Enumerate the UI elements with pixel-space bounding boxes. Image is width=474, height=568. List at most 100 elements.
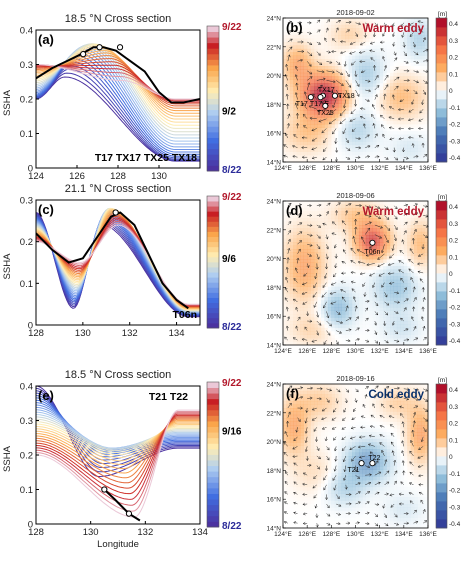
ssha-cell xyxy=(414,262,418,267)
ssha-cell xyxy=(307,24,311,29)
ssha-cell xyxy=(327,252,332,257)
arrow-head xyxy=(332,80,336,84)
ssha-cell xyxy=(334,338,339,342)
ssha-cell xyxy=(300,235,305,240)
ssha-cell xyxy=(289,293,294,298)
profile-line xyxy=(36,64,200,100)
ssha-cell xyxy=(338,127,342,132)
ssha-cell xyxy=(317,141,322,146)
ssha-cell xyxy=(355,341,360,346)
ssha-cell xyxy=(379,231,384,236)
station-marker xyxy=(331,92,339,99)
ssha-cell xyxy=(403,131,408,135)
ssha-cell xyxy=(345,201,349,205)
arrow-head xyxy=(407,118,411,122)
ssha-cell xyxy=(386,114,391,118)
ssha-cell xyxy=(400,297,405,301)
ssha-cell xyxy=(296,279,301,284)
ssha-cell xyxy=(293,273,298,277)
ssha-cell xyxy=(338,148,342,153)
arrow-head xyxy=(374,332,378,336)
ssha-cell xyxy=(348,235,353,240)
ssha-cell xyxy=(293,327,298,332)
ssha-cell xyxy=(396,214,401,219)
station-label: T17 xyxy=(296,101,308,108)
arrow-head xyxy=(367,79,371,83)
ssha-cell xyxy=(317,286,322,291)
ssha-cell xyxy=(396,269,401,274)
velocity-arrow xyxy=(312,292,318,298)
ssha-cell xyxy=(303,214,308,219)
ssha-cell xyxy=(286,35,291,39)
ssha-cell xyxy=(393,72,398,77)
ssha-cell xyxy=(386,201,391,205)
ssha-cell xyxy=(303,341,308,346)
ssha-cell xyxy=(383,55,387,60)
arrow-head xyxy=(375,340,379,344)
ssha-cell xyxy=(289,397,294,402)
ssha-cell xyxy=(407,214,412,219)
ssha-cell xyxy=(376,324,380,329)
ssha-cell xyxy=(293,83,298,87)
ssha-cell xyxy=(320,134,325,139)
ssha-cell xyxy=(317,100,322,105)
ssha-cell xyxy=(424,83,429,87)
ssha-cell xyxy=(355,262,360,267)
ssha-cell xyxy=(393,114,398,118)
ssha-cell xyxy=(286,204,291,209)
ssha-cell xyxy=(341,48,346,53)
ssha-cell xyxy=(324,28,329,33)
ssha-cell xyxy=(289,76,294,81)
ssha-cell xyxy=(345,338,349,342)
arrow-head xyxy=(301,146,304,150)
colorbar-cell xyxy=(207,415,219,422)
ssha-cell xyxy=(289,514,294,519)
arrow-head xyxy=(320,100,324,104)
ssha-cell xyxy=(300,334,305,339)
ssha-cell xyxy=(396,131,401,135)
ssha-cell xyxy=(331,55,336,60)
ssha-cell xyxy=(293,59,298,63)
ssha-cell xyxy=(314,293,318,298)
ssha-cell xyxy=(407,266,412,270)
ssha-cell xyxy=(355,158,360,163)
ssha-cell xyxy=(424,276,429,281)
ssha-cell xyxy=(317,221,322,226)
ssha-cell xyxy=(293,151,298,156)
ssha-cell xyxy=(296,76,301,81)
lon-tick-label: 124°E xyxy=(274,164,292,172)
ssha-cell xyxy=(296,131,301,135)
ssha-cell xyxy=(352,321,356,325)
arrow-head xyxy=(392,149,396,153)
ssha-cell xyxy=(376,242,380,246)
ssha-cell xyxy=(393,303,398,308)
ssha-cell xyxy=(352,79,356,84)
arrow-head xyxy=(418,118,422,122)
ssha-cell xyxy=(396,107,401,111)
velocity-arrow xyxy=(307,234,313,236)
ssha-cell xyxy=(345,76,349,81)
velocity-arrow xyxy=(316,51,321,56)
ssha-cell xyxy=(314,214,318,219)
arrow-head xyxy=(361,236,364,240)
ssha-cell xyxy=(283,110,287,115)
ridge-line xyxy=(36,46,200,104)
ssha-cell xyxy=(300,134,305,139)
ssha-cell xyxy=(376,290,380,294)
ssha-cell xyxy=(286,114,291,118)
ssha-cell xyxy=(355,38,360,43)
ssha-cell xyxy=(372,334,377,339)
ssha-cell xyxy=(334,307,339,312)
ssha-cell xyxy=(407,286,412,291)
ssha-cell xyxy=(289,504,294,508)
colorbar-cell xyxy=(436,108,447,118)
velocity-arrow xyxy=(389,137,395,140)
ssha-cell xyxy=(403,225,408,229)
colorbar-cell xyxy=(207,443,219,450)
ssha-cell xyxy=(417,255,422,260)
ssha-cell xyxy=(424,38,429,43)
ssha-cell xyxy=(324,279,329,284)
arrow-head xyxy=(380,225,384,229)
ssha-cell xyxy=(414,310,418,315)
ssha-cell xyxy=(362,283,367,288)
